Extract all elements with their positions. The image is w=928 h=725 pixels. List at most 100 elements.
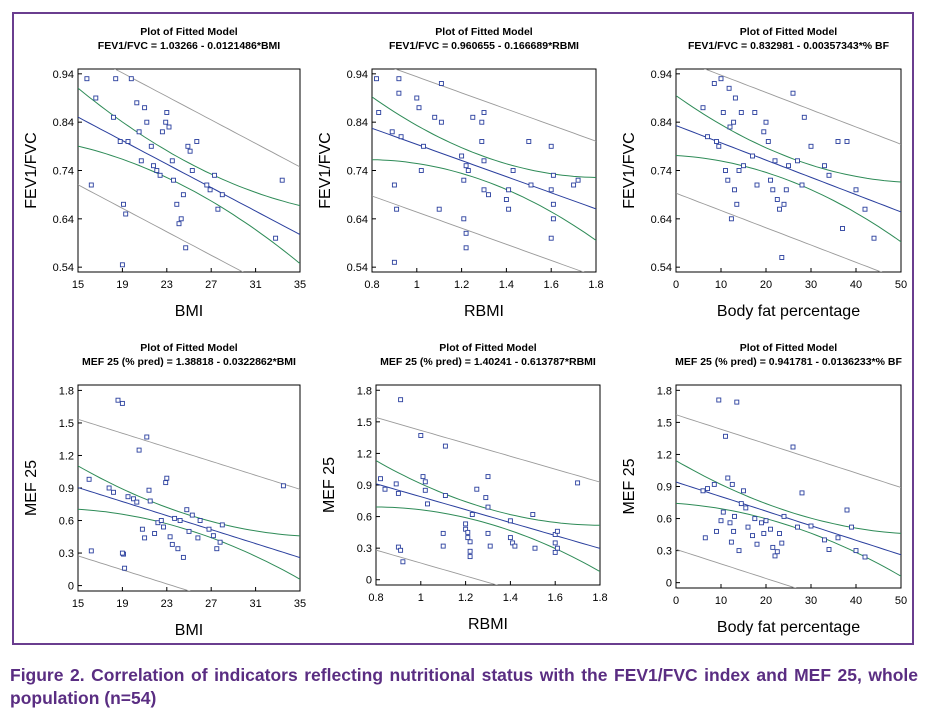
data-point <box>770 187 776 193</box>
y-axis-label: FEV1/FVC <box>621 132 638 208</box>
x-tick-label: 1.6 <box>548 592 563 604</box>
fitted-line <box>676 125 901 213</box>
data-point <box>808 143 814 149</box>
data-point <box>459 153 465 159</box>
x-axis-label: Body fat percentage <box>717 303 860 320</box>
confidence-limit-upper <box>676 95 901 183</box>
data-point <box>86 476 92 482</box>
data-point <box>743 505 749 511</box>
data-point <box>720 110 726 115</box>
data-point <box>382 486 388 492</box>
data-point <box>280 483 286 489</box>
data-point <box>425 501 430 507</box>
y-tick-label: 0.64 <box>347 214 368 226</box>
y-tick-label: 1.8 <box>657 385 672 397</box>
y-tick-label: 0.84 <box>347 117 368 129</box>
data-point <box>777 531 782 536</box>
data-point <box>485 474 491 480</box>
fitted-line <box>78 487 300 559</box>
data-point <box>174 201 180 207</box>
x-tick-label: 1 <box>418 592 424 604</box>
data-point <box>479 119 485 125</box>
data-point <box>822 163 827 169</box>
data-point <box>207 187 213 193</box>
data-point <box>729 481 735 487</box>
y-tick-label: 0.74 <box>347 166 368 178</box>
chart-panel-3: Plot of Fitted Model FEV1/FVC = 0.832981 … <box>621 26 907 320</box>
data-point <box>736 168 742 173</box>
data-point <box>732 95 738 101</box>
confidence-limit-lower <box>78 145 300 264</box>
data-point <box>279 177 285 183</box>
data-point <box>166 124 172 130</box>
x-tick-label: 0 <box>673 279 679 291</box>
data-point <box>772 553 778 559</box>
data-point <box>414 95 420 101</box>
data-point <box>711 481 717 487</box>
data-point <box>774 549 780 555</box>
data-point <box>180 554 186 560</box>
data-point <box>183 245 189 251</box>
data-point <box>736 548 742 554</box>
data-point <box>438 81 444 86</box>
data-point <box>768 177 773 183</box>
prediction-limit-upper <box>393 69 596 142</box>
data-point <box>844 139 850 144</box>
data-point <box>716 397 722 403</box>
x-tick-label: 20 <box>760 595 772 607</box>
data-point <box>88 548 94 554</box>
data-point <box>106 485 112 491</box>
x-tick-label: 1.2 <box>454 279 469 291</box>
data-point <box>389 129 395 135</box>
plot-area-frame <box>371 68 597 273</box>
data-point <box>550 216 556 222</box>
data-point <box>197 518 203 523</box>
data-point <box>526 139 532 144</box>
data-point <box>440 530 446 536</box>
y-axis-label: FEV1/FVC <box>317 132 334 208</box>
confidence-limit-lower <box>676 155 901 243</box>
data-point <box>125 494 131 500</box>
y-tick-label: 0.6 <box>59 516 74 528</box>
data-point <box>378 476 383 482</box>
data-point <box>512 543 518 549</box>
data-point <box>393 481 399 487</box>
data-point <box>725 475 731 481</box>
y-tick-label: 1.8 <box>59 385 74 397</box>
data-point <box>396 76 402 82</box>
data-point <box>783 187 789 193</box>
confidence-limit-upper <box>676 460 901 534</box>
data-point <box>481 187 487 193</box>
data-point <box>726 85 732 91</box>
data-point <box>479 139 485 144</box>
y-tick-label: 1.2 <box>657 449 672 461</box>
x-tick-label: 1.8 <box>592 592 607 604</box>
x-tick-label: 1 <box>414 279 420 291</box>
data-point <box>779 540 785 546</box>
data-point <box>422 487 428 493</box>
data-point <box>552 540 558 546</box>
data-point <box>172 515 178 521</box>
data-point <box>144 434 150 440</box>
data-point <box>790 444 796 450</box>
data-point <box>418 168 424 173</box>
data-point <box>777 206 782 212</box>
data-point <box>702 535 708 541</box>
data-point <box>463 245 469 251</box>
data-point <box>131 496 136 502</box>
data-point <box>391 259 397 265</box>
data-point <box>731 119 737 125</box>
prediction-limit-upper <box>703 69 901 145</box>
x-tick-label: 27 <box>205 279 217 291</box>
data-point <box>171 177 176 183</box>
x-tick-label: 27 <box>205 598 217 610</box>
data-point <box>575 177 581 183</box>
data-point <box>530 512 536 517</box>
data-point <box>273 235 279 241</box>
data-point <box>734 201 740 207</box>
data-point <box>219 192 225 198</box>
data-point <box>826 172 832 178</box>
y-tick-label: 0.64 <box>651 214 672 226</box>
fitted-line <box>376 483 600 549</box>
data-point <box>728 539 734 545</box>
